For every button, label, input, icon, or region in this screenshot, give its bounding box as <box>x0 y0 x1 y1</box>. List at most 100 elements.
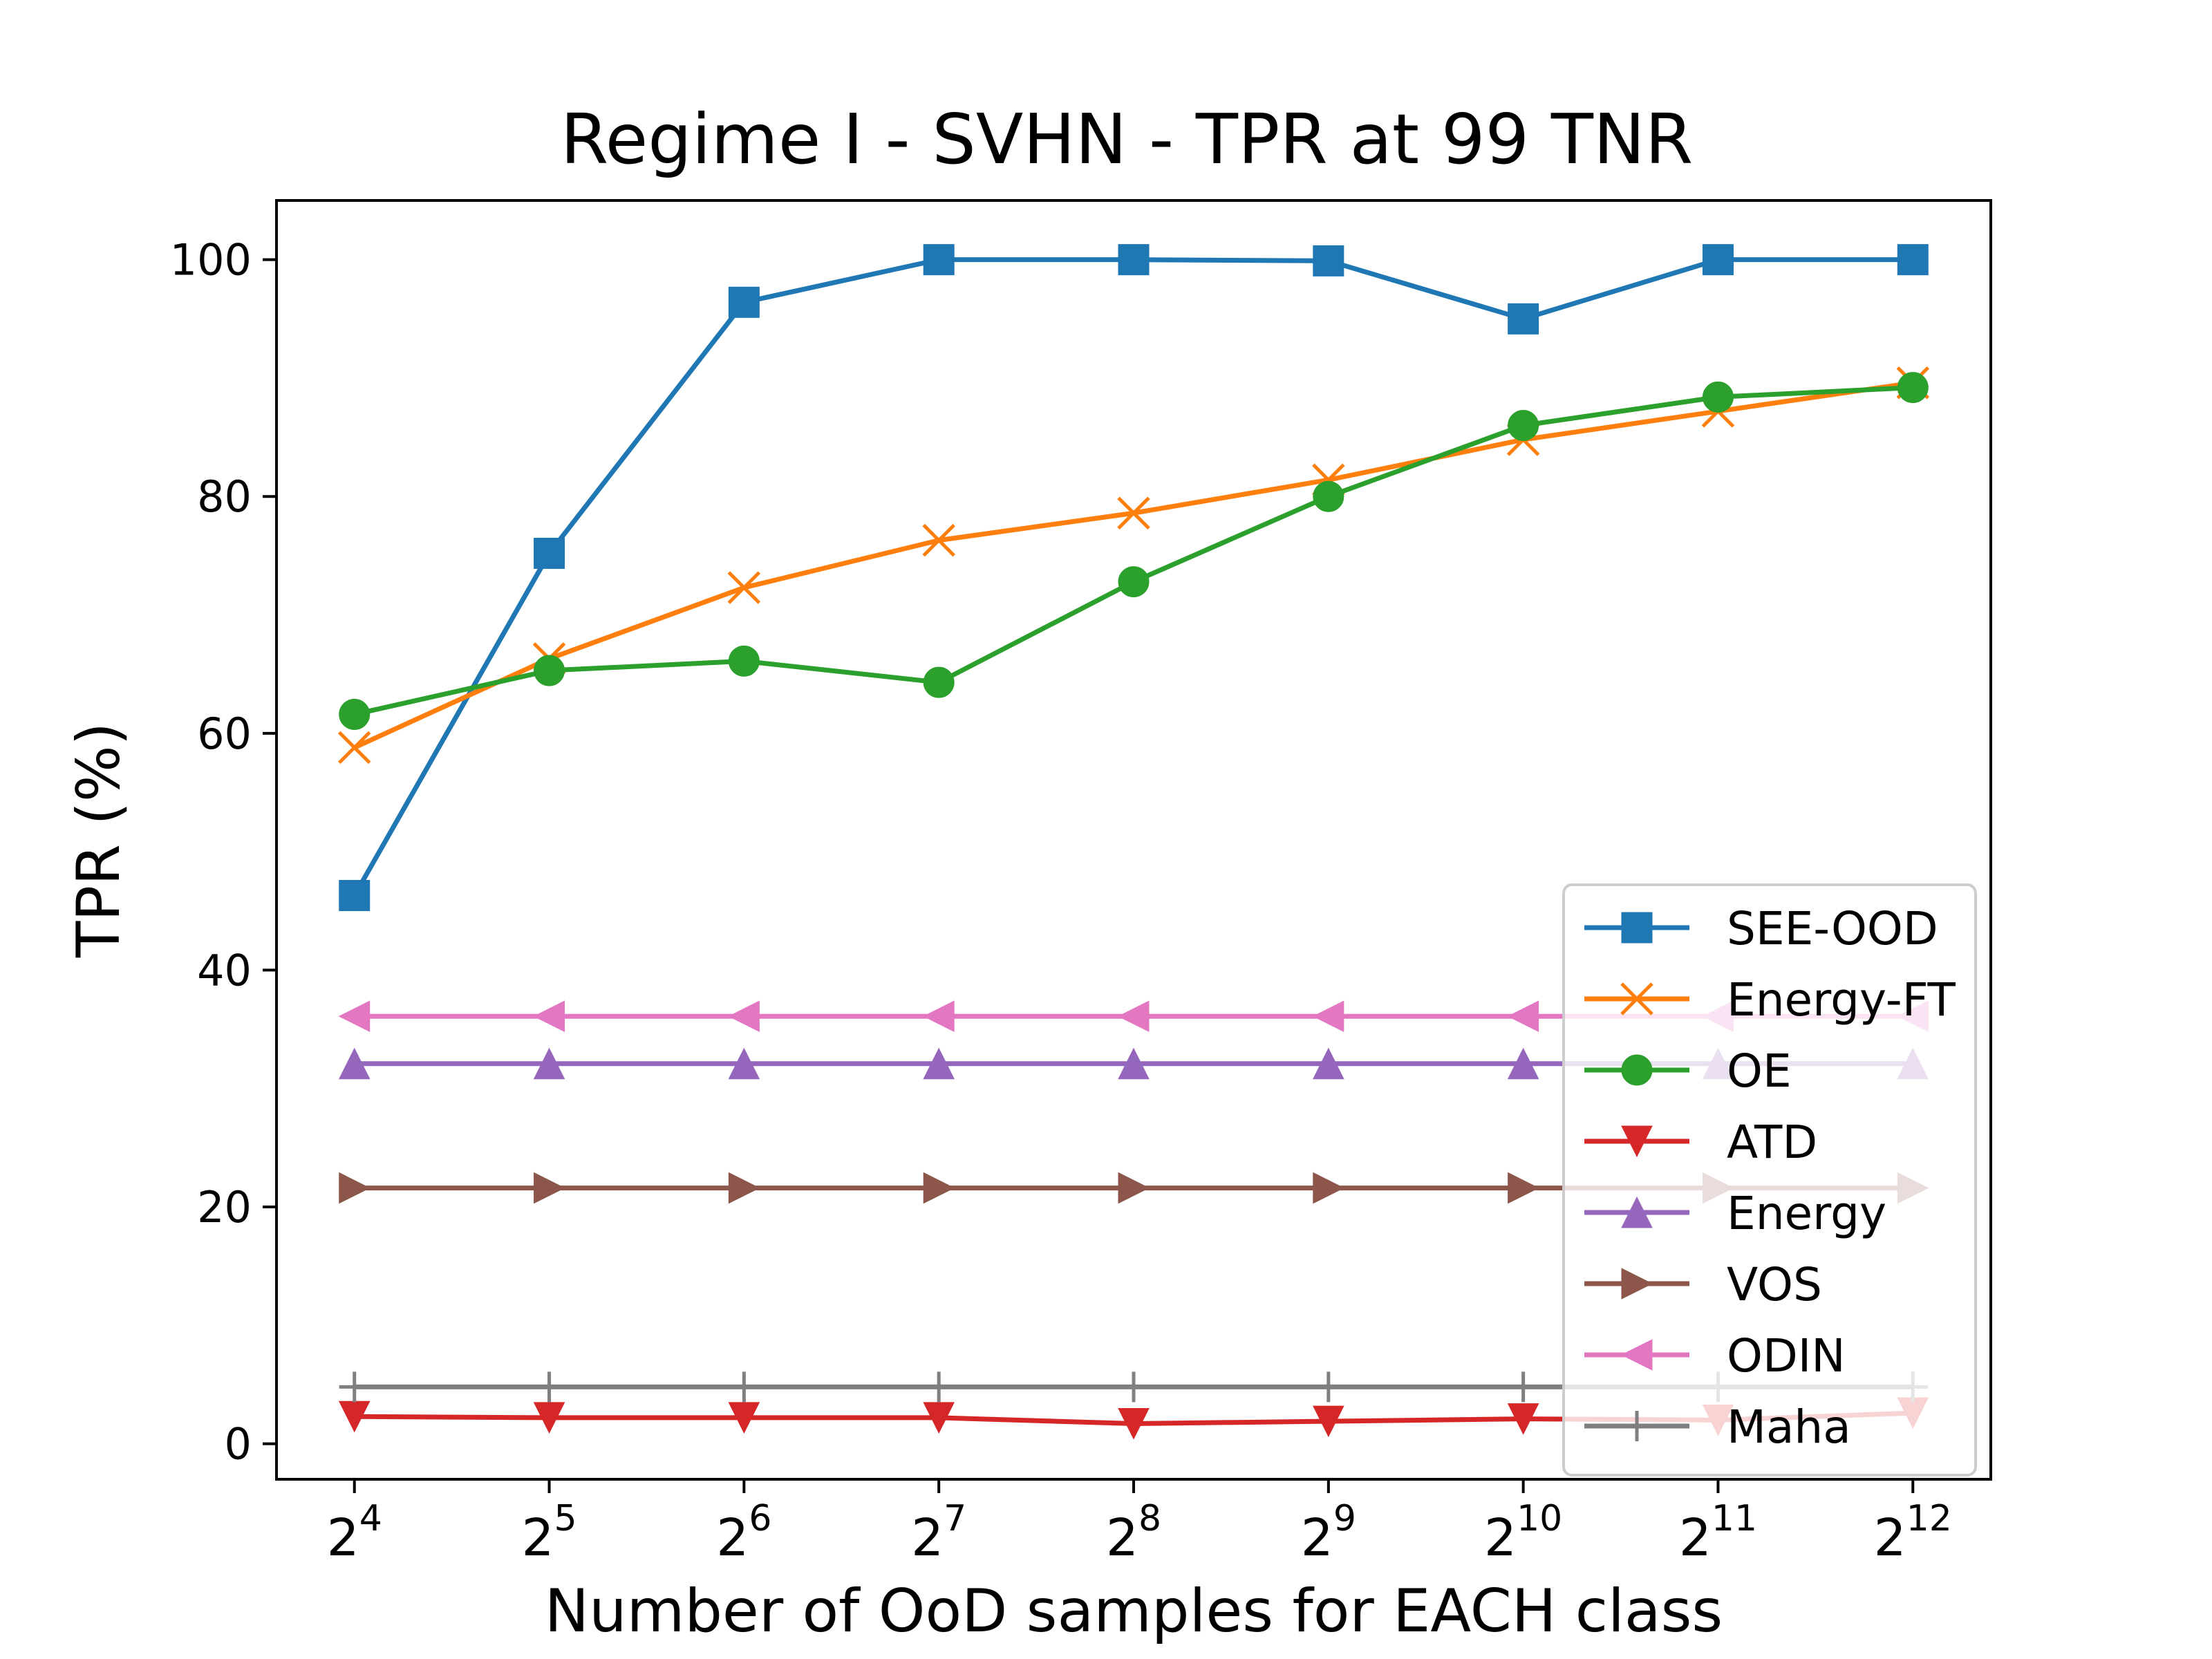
data-point <box>338 1000 371 1033</box>
data-point <box>339 1371 370 1403</box>
data-point <box>728 1047 760 1080</box>
data-point <box>729 1371 760 1403</box>
data-point <box>923 1172 955 1204</box>
y-tick-label: 40 <box>197 945 252 995</box>
legend-item: OE <box>1584 1044 1792 1098</box>
data-point <box>339 698 371 730</box>
data-point <box>728 1402 760 1434</box>
x-tick-label: 212 <box>1874 1498 1952 1568</box>
legend-marker <box>1621 1196 1653 1228</box>
data-point <box>339 880 371 912</box>
series-line <box>353 380 1913 750</box>
legend-item: VOS <box>1584 1258 1822 1311</box>
data-point <box>1118 1371 1149 1403</box>
x-tick-label: 24 <box>327 1498 382 1568</box>
data-point <box>727 571 761 604</box>
legend-marker <box>1620 982 1653 1015</box>
legend-label: VOS <box>1727 1258 1822 1311</box>
data-point <box>1507 1403 1539 1435</box>
data-point <box>1508 303 1539 335</box>
data-point <box>534 1172 565 1204</box>
series-line <box>353 385 1913 717</box>
data-point <box>1117 1000 1150 1033</box>
data-point <box>339 1172 371 1204</box>
y-tick-label: 100 <box>170 235 252 285</box>
data-point <box>923 1000 955 1033</box>
data-point <box>534 537 565 569</box>
y-tick-label: 20 <box>197 1182 252 1232</box>
legend-label: SEE-OOD <box>1727 902 1938 955</box>
legend-item: Energy-FT <box>1584 973 1956 1027</box>
series-see-ood <box>339 244 1929 912</box>
x-tick-label: 28 <box>1106 1498 1161 1568</box>
legend-label: ATD <box>1727 1116 1817 1169</box>
data-point <box>533 1047 565 1080</box>
legend-marker <box>1621 1268 1653 1300</box>
y-tick-label: 60 <box>197 709 252 759</box>
legend-item: Energy <box>1584 1187 1886 1240</box>
legend-marker <box>1622 1411 1652 1441</box>
data-point <box>728 1172 760 1204</box>
legend: SEE-OOD Energy-FT OE ATD Energy VOS ODIN Maha <box>1562 883 1977 1477</box>
data-point <box>728 286 760 318</box>
legend-label: OE <box>1727 1044 1792 1098</box>
data-point <box>1508 409 1539 441</box>
legend-label: Maha <box>1727 1400 1851 1454</box>
data-point <box>1702 244 1734 276</box>
y-tick-label: 80 <box>197 471 252 522</box>
data-point <box>534 655 565 686</box>
data-point <box>924 1371 955 1403</box>
data-point <box>1702 381 1734 413</box>
data-point <box>1508 1172 1539 1204</box>
series-energy-ft <box>337 366 1930 765</box>
x-axis-label: Number of OoD samples for EACH class <box>545 1577 1723 1646</box>
data-point <box>1313 1405 1344 1438</box>
data-point <box>1312 1000 1344 1033</box>
legend-marker <box>1621 1054 1653 1086</box>
legend-marker <box>1620 1339 1653 1371</box>
legend-item: SEE-OOD <box>1584 902 1938 955</box>
data-point <box>1313 480 1344 512</box>
x-axis: 24 25 26 27 28 29 210 211 212 <box>327 1479 1952 1568</box>
data-point <box>1313 1172 1344 1204</box>
data-point <box>923 1402 955 1434</box>
data-point <box>1118 1407 1150 1440</box>
legend-label: Energy <box>1727 1187 1886 1240</box>
data-point <box>1897 244 1929 276</box>
data-point <box>1118 244 1150 276</box>
data-point <box>338 1047 371 1080</box>
data-point <box>534 1371 565 1403</box>
chart-title: Regime I - SVHN - TPR at 99 TNR <box>561 99 1694 180</box>
x-tick-label: 26 <box>716 1498 771 1568</box>
data-point <box>922 523 955 557</box>
legend-label: ODIN <box>1727 1329 1846 1382</box>
data-point <box>533 1000 565 1033</box>
y-axis-label: TPR (%) <box>64 722 133 958</box>
legend-marker <box>1621 912 1653 944</box>
data-point <box>1507 1000 1539 1033</box>
data-point <box>728 1000 760 1033</box>
series-oe <box>339 372 1929 730</box>
data-point <box>1118 566 1150 598</box>
data-point <box>923 666 955 698</box>
x-tick-label: 27 <box>911 1498 966 1568</box>
x-tick-label: 29 <box>1301 1498 1356 1568</box>
legend-marker <box>1621 1125 1653 1158</box>
legend-label: Energy-FT <box>1727 973 1956 1027</box>
legend-item: ATD <box>1584 1116 1817 1169</box>
data-point <box>1313 245 1344 276</box>
data-point <box>728 645 760 677</box>
data-point <box>923 244 955 276</box>
y-axis: 0 20 40 60 80 100 <box>170 235 276 1470</box>
x-tick-label: 25 <box>521 1498 577 1568</box>
data-point <box>923 1047 955 1080</box>
data-point <box>1313 1047 1344 1080</box>
y-tick-label: 0 <box>225 1419 252 1470</box>
legend-item: ODIN <box>1584 1329 1846 1382</box>
data-point <box>1313 1371 1344 1403</box>
data-point <box>533 1402 565 1434</box>
data-point <box>1897 372 1929 404</box>
legend-box <box>1562 883 1977 1477</box>
data-point <box>1117 496 1150 529</box>
